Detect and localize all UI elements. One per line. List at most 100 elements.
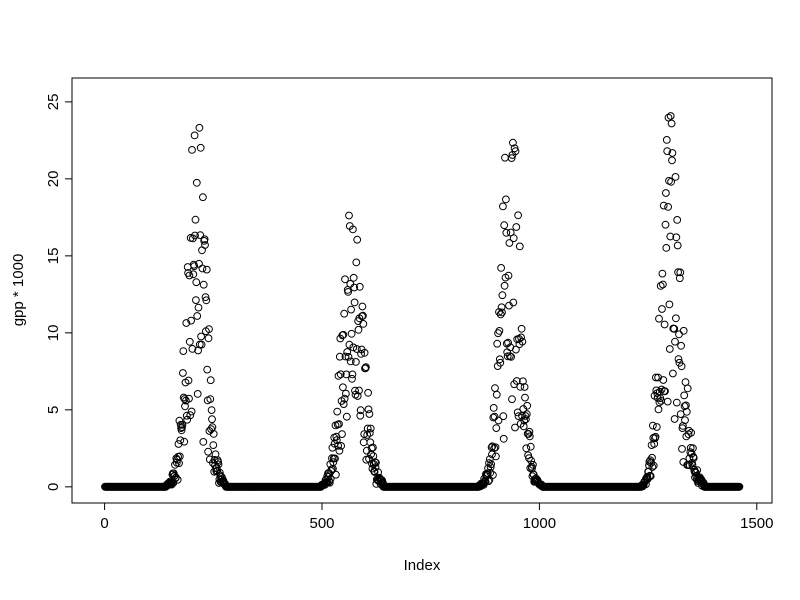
data-point bbox=[508, 395, 516, 404]
data-point bbox=[497, 303, 506, 312]
data-point bbox=[367, 444, 376, 453]
data-point bbox=[208, 415, 216, 424]
data-point bbox=[492, 452, 500, 461]
y-tick-label: 15 bbox=[45, 248, 62, 265]
data-point bbox=[495, 308, 503, 316]
x-tick-label: 0 bbox=[100, 515, 108, 532]
data-point bbox=[679, 326, 688, 335]
data-point bbox=[342, 412, 351, 421]
data-point bbox=[529, 460, 537, 469]
data-point bbox=[201, 241, 209, 249]
data-point bbox=[498, 291, 507, 300]
data-point bbox=[648, 453, 656, 462]
data-point bbox=[673, 241, 682, 250]
data-point bbox=[347, 329, 356, 338]
data-point bbox=[202, 265, 211, 274]
data-point bbox=[649, 461, 658, 470]
data-point bbox=[192, 178, 201, 187]
data-point bbox=[356, 406, 365, 415]
data-point bbox=[678, 445, 686, 453]
data-point bbox=[677, 362, 686, 371]
data-point bbox=[339, 400, 348, 409]
data-point bbox=[344, 288, 353, 296]
data-point bbox=[649, 421, 657, 430]
data-point bbox=[687, 428, 695, 437]
data-point bbox=[193, 312, 202, 320]
y-tick-label: 5 bbox=[45, 406, 62, 414]
data-point bbox=[504, 338, 513, 347]
data-point bbox=[489, 404, 498, 412]
data-point bbox=[347, 305, 356, 314]
data-point bbox=[512, 377, 521, 385]
data-point bbox=[343, 348, 352, 356]
data-point bbox=[353, 392, 362, 400]
data-point bbox=[665, 345, 674, 353]
data-point bbox=[669, 369, 677, 378]
data-point bbox=[335, 420, 343, 428]
data-point bbox=[507, 353, 516, 361]
data-point bbox=[532, 474, 540, 483]
data-point bbox=[358, 302, 367, 311]
data-point bbox=[206, 395, 215, 404]
data-point bbox=[209, 430, 218, 438]
data-point bbox=[354, 325, 363, 334]
data-point bbox=[665, 300, 674, 309]
data-point bbox=[648, 463, 657, 471]
y-tick-label: 25 bbox=[45, 94, 62, 111]
data-point bbox=[661, 387, 669, 396]
data-point bbox=[178, 421, 187, 429]
data-point bbox=[335, 352, 344, 361]
x-tick-label: 1500 bbox=[740, 515, 773, 532]
data-point bbox=[670, 324, 679, 333]
data-point bbox=[642, 480, 650, 489]
data-point bbox=[511, 423, 519, 432]
data-point bbox=[526, 442, 535, 451]
data-point bbox=[662, 189, 670, 197]
data-point bbox=[685, 426, 693, 435]
data-point bbox=[676, 268, 685, 277]
data-point bbox=[187, 407, 196, 416]
data-point bbox=[353, 235, 362, 244]
data-point bbox=[519, 422, 528, 431]
data-point bbox=[340, 394, 349, 403]
data-point bbox=[651, 432, 660, 441]
data-point bbox=[335, 446, 344, 455]
data-point bbox=[180, 437, 189, 446]
data-point bbox=[500, 281, 509, 290]
data-point bbox=[666, 112, 675, 120]
data-point bbox=[366, 424, 375, 433]
data-point bbox=[517, 333, 525, 342]
data-point bbox=[671, 337, 679, 346]
data-point bbox=[517, 324, 526, 333]
data-point bbox=[504, 271, 513, 280]
data-point bbox=[344, 353, 353, 361]
data-point bbox=[527, 456, 535, 465]
data-point bbox=[357, 350, 366, 358]
data-point bbox=[495, 327, 504, 335]
data-point bbox=[484, 477, 493, 486]
data-point bbox=[500, 221, 509, 230]
data-point bbox=[522, 444, 531, 453]
data-point bbox=[685, 461, 694, 470]
data-point bbox=[192, 278, 201, 287]
data-point bbox=[519, 377, 527, 386]
data-point bbox=[355, 386, 363, 395]
data-point bbox=[189, 270, 198, 279]
data-point bbox=[352, 345, 361, 353]
data-point bbox=[194, 303, 203, 312]
data-point bbox=[659, 376, 668, 384]
data-point bbox=[371, 463, 380, 472]
data-point bbox=[664, 203, 672, 211]
data-point bbox=[337, 442, 346, 450]
data-point bbox=[358, 312, 366, 321]
data-point bbox=[492, 424, 501, 433]
data-point bbox=[329, 458, 338, 467]
data-point bbox=[328, 443, 337, 452]
data-point bbox=[675, 274, 684, 283]
data-point bbox=[185, 271, 194, 280]
data-point bbox=[362, 363, 370, 372]
data-point bbox=[498, 308, 506, 317]
data-point bbox=[518, 337, 527, 346]
data-point bbox=[735, 482, 744, 491]
data-point bbox=[188, 146, 196, 154]
